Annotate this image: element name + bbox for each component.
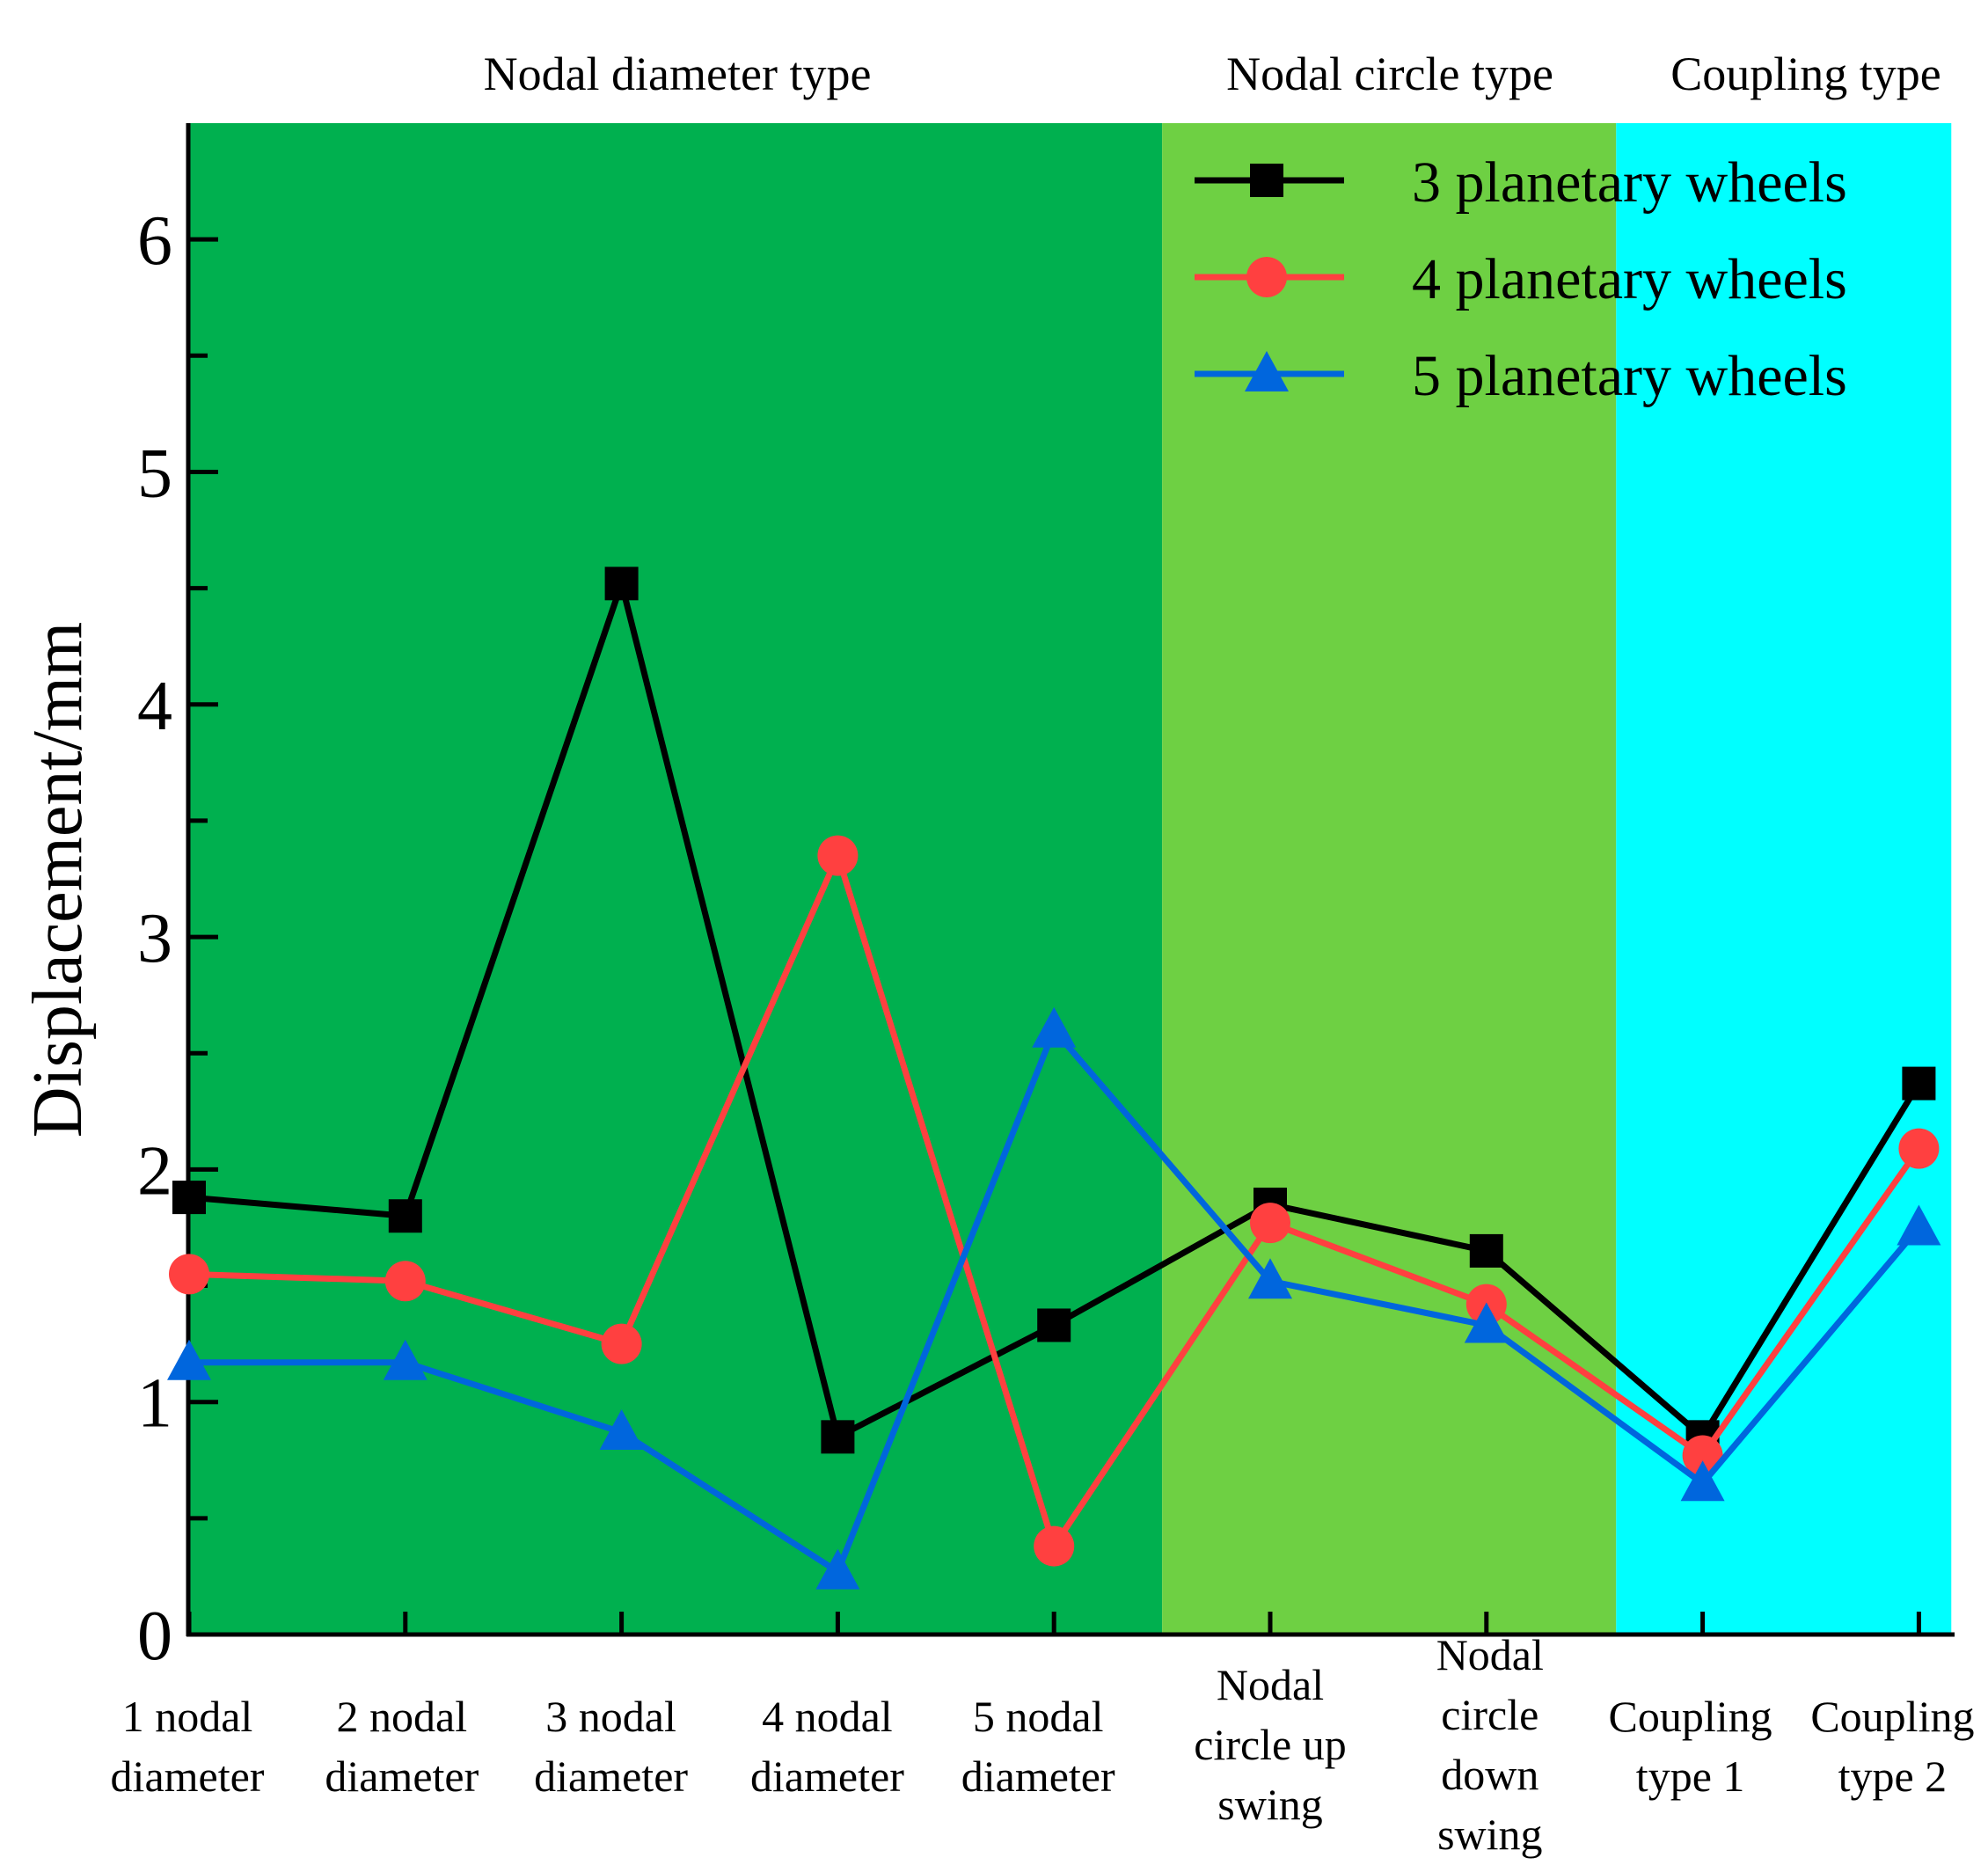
legend-label: 5 planetary wheels xyxy=(1412,344,1847,408)
y-tick-label: 2 xyxy=(137,1132,172,1210)
x-category-label: 2 nodal diameter xyxy=(325,1692,479,1801)
data-point-marker xyxy=(821,1420,855,1454)
y-tick-label: 6 xyxy=(137,202,172,280)
data-point-marker xyxy=(169,1254,209,1295)
y-tick-label: 4 xyxy=(137,668,172,745)
data-point-marker xyxy=(1680,1460,1725,1502)
x-category-label-line: circle up xyxy=(1194,1720,1347,1769)
data-point-marker xyxy=(172,1181,206,1215)
data-point-marker xyxy=(167,1339,211,1380)
x-category-label-line: circle xyxy=(1441,1690,1539,1739)
y-tick-label: 5 xyxy=(137,435,172,512)
x-category-label-line: diameter xyxy=(325,1752,479,1801)
series-2 xyxy=(169,835,1940,1567)
x-category-label-line: 2 nodal xyxy=(337,1692,468,1741)
data-point-marker xyxy=(1248,1258,1292,1299)
legend-marker xyxy=(1246,257,1287,297)
data-point-marker xyxy=(388,1199,422,1233)
data-point-marker xyxy=(1469,1233,1503,1268)
y-axis-title: Displacement/mm xyxy=(19,622,97,1138)
region-band-3 xyxy=(1616,123,1952,1635)
data-point-marker xyxy=(1464,1302,1509,1343)
region-header-3: Coupling type xyxy=(1670,48,1941,100)
data-point-marker xyxy=(1898,1128,1940,1169)
y-tick-label: 1 xyxy=(137,1365,172,1443)
region-header-2: Nodal circle type xyxy=(1226,48,1553,100)
x-category-label: Nodal circle down swing xyxy=(1436,1630,1544,1859)
legend-marker xyxy=(1250,164,1283,197)
x-category-label-line: Nodal xyxy=(1217,1660,1324,1709)
x-category-label-line: down xyxy=(1441,1750,1539,1799)
x-category-label-line: 3 nodal xyxy=(545,1692,676,1741)
legend-label: 4 planetary wheels xyxy=(1412,247,1847,311)
data-point-marker xyxy=(1902,1066,1936,1101)
data-point-marker xyxy=(1250,1203,1290,1244)
x-category-label-line: type 1 xyxy=(1636,1752,1745,1801)
data-point-marker xyxy=(383,1339,428,1380)
x-category-label: Coupling type 2 xyxy=(1810,1692,1974,1801)
legend-label: 3 planetary wheels xyxy=(1412,150,1847,215)
x-category-label: 1 nodal diameter xyxy=(111,1692,265,1801)
legend-marker xyxy=(1245,351,1289,391)
data-point-marker xyxy=(601,1323,642,1364)
legend: 3 planetary wheels 4 planetary wheels 5 pl… xyxy=(1195,150,1847,408)
data-point-marker xyxy=(599,1409,644,1451)
x-category-label: Coupling type 1 xyxy=(1609,1692,1772,1801)
x-category-label-line: Nodal xyxy=(1436,1630,1544,1679)
x-category-label: 4 nodal diameter xyxy=(750,1692,904,1801)
data-point-marker xyxy=(1682,1435,1723,1476)
x-category-label-line: 4 nodal xyxy=(762,1692,893,1741)
data-point-marker xyxy=(1037,1308,1071,1342)
x-category-label-line: Coupling xyxy=(1810,1692,1974,1741)
data-point-marker xyxy=(817,835,859,876)
data-point-marker xyxy=(815,1548,860,1590)
x-category-label-line: Coupling xyxy=(1609,1692,1772,1741)
y-tick-label: 0 xyxy=(137,1598,172,1675)
x-category-label-line: 5 nodal xyxy=(973,1692,1104,1741)
x-category-label-line: type 2 xyxy=(1838,1752,1948,1801)
x-category-label: Nodal circle up swing xyxy=(1194,1660,1347,1829)
x-category-label-line: diameter xyxy=(534,1752,688,1801)
x-category-label: 5 nodal diameter xyxy=(961,1692,1115,1801)
x-category-label-line: diameter xyxy=(961,1752,1115,1801)
region-band-1 xyxy=(189,123,1163,1635)
data-point-marker xyxy=(1034,1525,1075,1567)
x-category-label: 3 nodal diameter xyxy=(534,1692,688,1801)
series-3 xyxy=(167,1006,1941,1590)
data-point-marker xyxy=(384,1261,426,1302)
data-point-marker xyxy=(604,567,639,601)
x-category-label-line: swing xyxy=(1217,1780,1322,1829)
x-category-label-line: diameter xyxy=(111,1752,265,1801)
data-point-marker xyxy=(1032,1006,1077,1048)
y-tick-label: 3 xyxy=(137,900,172,977)
region-header-1: Nodal diameter type xyxy=(484,48,872,100)
x-category-label-line: swing xyxy=(1437,1810,1542,1859)
data-point-marker xyxy=(1897,1204,1941,1246)
x-category-label-line: 1 nodal xyxy=(122,1692,253,1741)
x-category-label-line: diameter xyxy=(750,1752,904,1801)
